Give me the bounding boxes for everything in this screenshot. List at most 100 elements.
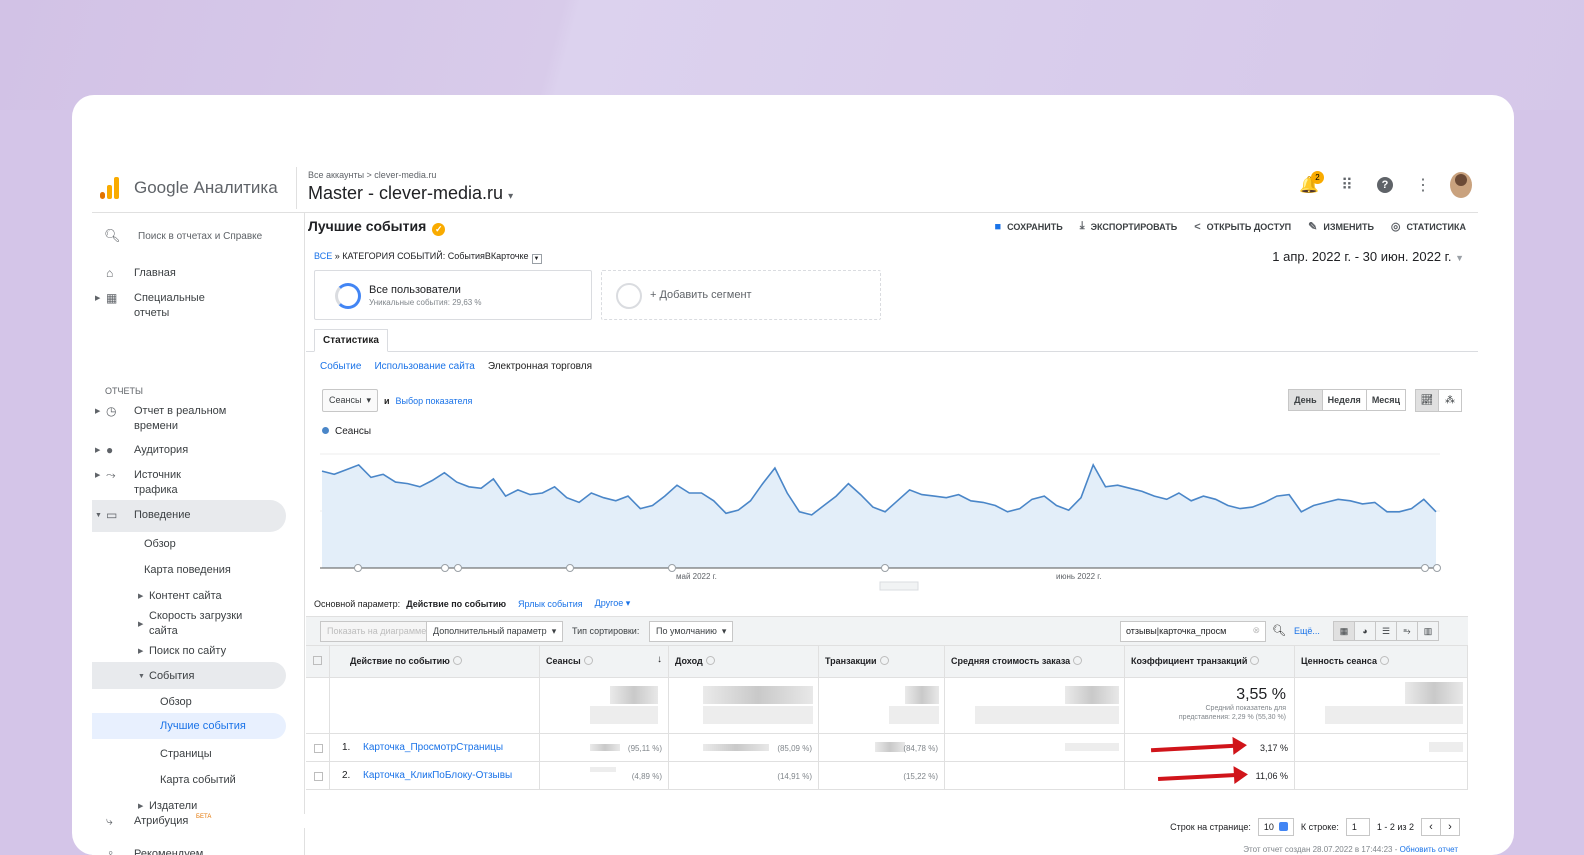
tab-statistics[interactable]: Статистика [314, 329, 388, 352]
annotation-marker[interactable] [1433, 564, 1441, 572]
dropdown-icon[interactable]: ▼ [531, 254, 542, 264]
add-segment-button[interactable]: + Добавить сегмент [601, 270, 881, 320]
line-chart-icon[interactable]: 📈︎ [1415, 389, 1439, 412]
column-header-revenue[interactable]: Доход [669, 646, 819, 678]
verified-icon: ✓ [432, 223, 446, 236]
export-button[interactable]: ⤓ ЭКСПОРТИРОВАТЬ [1080, 220, 1177, 233]
period-week-button[interactable]: Неделя [1321, 389, 1367, 411]
sidebar-item-label: Аудитория [134, 444, 189, 456]
sort-type-dropdown[interactable]: По умолчанию ▾ [649, 621, 734, 642]
chevron-right-icon: ▶ [138, 621, 144, 628]
sidebar-item-label: Главная [134, 267, 176, 279]
period-day-button[interactable]: День [1288, 389, 1323, 411]
share-button[interactable]: < ОТКРЫТЬ ДОСТУП [1194, 220, 1291, 233]
bell-icon[interactable]: 🔔 2 [1298, 171, 1324, 196]
subtab-site-usage[interactable]: Использование сайта [374, 361, 475, 372]
report-breadcrumb: ВСЕ » КАТЕГОРИЯ СОБЫТИЙ: СобытияВКарточк… [314, 251, 542, 264]
save-button[interactable]: ■ СОХРАНИТЬ [995, 220, 1063, 233]
metric-dropdown[interactable]: Сеансы ▾ [322, 389, 378, 412]
column-header-sessions[interactable]: Сеансы ↓ [540, 646, 669, 678]
top-icons: 🔔 2 ⠿ ? ⋮ [1298, 171, 1472, 198]
chevron-right-icon: ▶ [95, 472, 101, 479]
clock-icon: ◷ [106, 404, 117, 418]
account-breadcrumb[interactable]: Все аккаунты > clever-media.ru [308, 170, 437, 180]
search-icon[interactable]: 🔍︎ [1272, 625, 1286, 637]
sidebar-item-label: Скорость загрузки сайта [149, 610, 243, 637]
edit-label: ИЗМЕНИТЬ [1323, 221, 1374, 232]
help-icon[interactable]: ? [1374, 174, 1396, 196]
column-header-avg-order[interactable]: Средняя стоимость заказа [945, 646, 1125, 678]
redacted-value [1325, 706, 1463, 724]
sessions-chart: май 2022 г. июнь 2022 г. [320, 453, 1441, 591]
dimension-event-label-link[interactable]: Ярлык события [518, 598, 583, 609]
annotation-marker[interactable] [1421, 564, 1429, 572]
more-icon[interactable]: ⋮ [1415, 177, 1431, 194]
metric-selector: Сеансы ▾ и Выбор показателя [322, 389, 472, 412]
pivot-view-icon[interactable]: ▥ [1417, 621, 1439, 641]
sidebar: 🔍︎ Поиск в отчетах и Справке ⌂ Главная ▶ ▦… [92, 213, 305, 855]
annotation-marker[interactable] [881, 564, 889, 572]
chevron-down-icon: ▼ [138, 673, 145, 680]
report-created-text: Этот отчет создан 28.07.2022 в 17:44:23 … [1243, 845, 1400, 854]
divider [296, 167, 297, 209]
subtab-ecommerce[interactable]: Электронная торговля [487, 361, 593, 372]
tab-bar-line [306, 351, 1478, 352]
choose-metric-link[interactable]: Выбор показателя [395, 395, 473, 406]
row-checkbox[interactable] [314, 772, 323, 781]
next-page-icon[interactable]: › [1440, 818, 1460, 836]
secondary-dimension-dropdown[interactable]: Дополнительный параметр ▾ [426, 621, 564, 642]
sidebar-item-attribution[interactable]: ⤷ Атрибуция БЕТА [92, 814, 305, 828]
dimension-other-link[interactable]: Другое ▾ [594, 598, 631, 608]
goto-row-input[interactable]: 1 [1345, 818, 1370, 836]
avatar[interactable] [1450, 172, 1472, 198]
row-checkbox-cell [306, 734, 330, 762]
apps-icon[interactable]: ⠿ [1341, 177, 1353, 194]
refresh-report-link[interactable]: Обновить отчет [1399, 845, 1458, 854]
row-transactions-cell: (84,78 %) [819, 734, 945, 762]
column-header-conversion[interactable]: Коэффициент транзакций [1125, 646, 1295, 678]
plot-rows-button[interactable]: Показать на диаграмме [320, 621, 434, 642]
totals-cell [540, 678, 669, 734]
comparison-view-icon[interactable]: ⥱ [1396, 621, 1418, 641]
annotation-marker[interactable] [441, 564, 449, 572]
rows-per-page-select[interactable]: 10 [1257, 818, 1294, 836]
row-link[interactable]: Карточка_КликПоБлоку-Отзывы [363, 770, 513, 781]
edit-button[interactable]: ✎ ИЗМЕНИТЬ [1308, 220, 1374, 233]
period-month-button[interactable]: Месяц [1365, 389, 1406, 411]
column-header-transactions[interactable]: Транзакции [819, 646, 945, 678]
annotation-marker[interactable] [668, 564, 676, 572]
conversion-value: 3,17 % [1259, 743, 1288, 753]
primary-dimension-active[interactable]: Действие по событию [406, 598, 507, 609]
breadcrumb-all-link[interactable]: ВСЕ [314, 251, 333, 261]
expand-annotations-button[interactable] [879, 581, 919, 591]
column-header-event-action[interactable]: Действие по событию [330, 646, 540, 678]
redacted-value [889, 706, 939, 724]
clear-icon[interactable]: ⊗ [1252, 625, 1260, 635]
totals-cell [306, 678, 330, 734]
column-header-session-value[interactable]: Ценность сеанса [1295, 646, 1468, 678]
help-icon [879, 656, 889, 665]
insights-button[interactable]: ◎ СТАТИСТИКА [1391, 220, 1466, 233]
annotation-marker[interactable] [454, 564, 462, 572]
select-all-checkbox[interactable] [313, 656, 322, 665]
page-title-text: Лучшие события [308, 218, 427, 234]
table-filter-input[interactable]: отзывы|карточка_просм ⊗ [1120, 621, 1266, 642]
analytics-logo-icon [100, 177, 119, 199]
row-sessions-cell: (4,89 %) [540, 762, 669, 790]
prev-page-icon[interactable]: ‹ [1421, 818, 1441, 836]
more-options-link[interactable]: Ещё... [1294, 626, 1320, 636]
subtab-event[interactable]: Событие [320, 361, 362, 372]
search-input[interactable]: Поиск в отчетах и Справке [138, 231, 263, 242]
row-checkbox[interactable] [314, 744, 323, 753]
motion-chart-icon[interactable]: ⁂ [1438, 389, 1462, 412]
date-range-picker[interactable]: 1 апр. 2022 г. - 30 июн. 2022 г. ▼ [1272, 249, 1464, 264]
pie-view-icon[interactable]: ◕ [1354, 621, 1376, 641]
row-link[interactable]: Карточка_ПросмотрСтраницы [363, 742, 504, 753]
annotation-marker[interactable] [354, 564, 362, 572]
brand-name: Google Аналитика [134, 178, 278, 197]
table-view-icon[interactable]: ▦ [1333, 621, 1355, 641]
property-selector[interactable]: Master - clever-media.ru ▾ [308, 183, 513, 204]
performance-view-icon[interactable]: ☰ [1375, 621, 1397, 641]
segment-all-users[interactable]: Все пользователи Уникальные события: 29,… [314, 270, 592, 320]
annotation-marker[interactable] [566, 564, 574, 572]
